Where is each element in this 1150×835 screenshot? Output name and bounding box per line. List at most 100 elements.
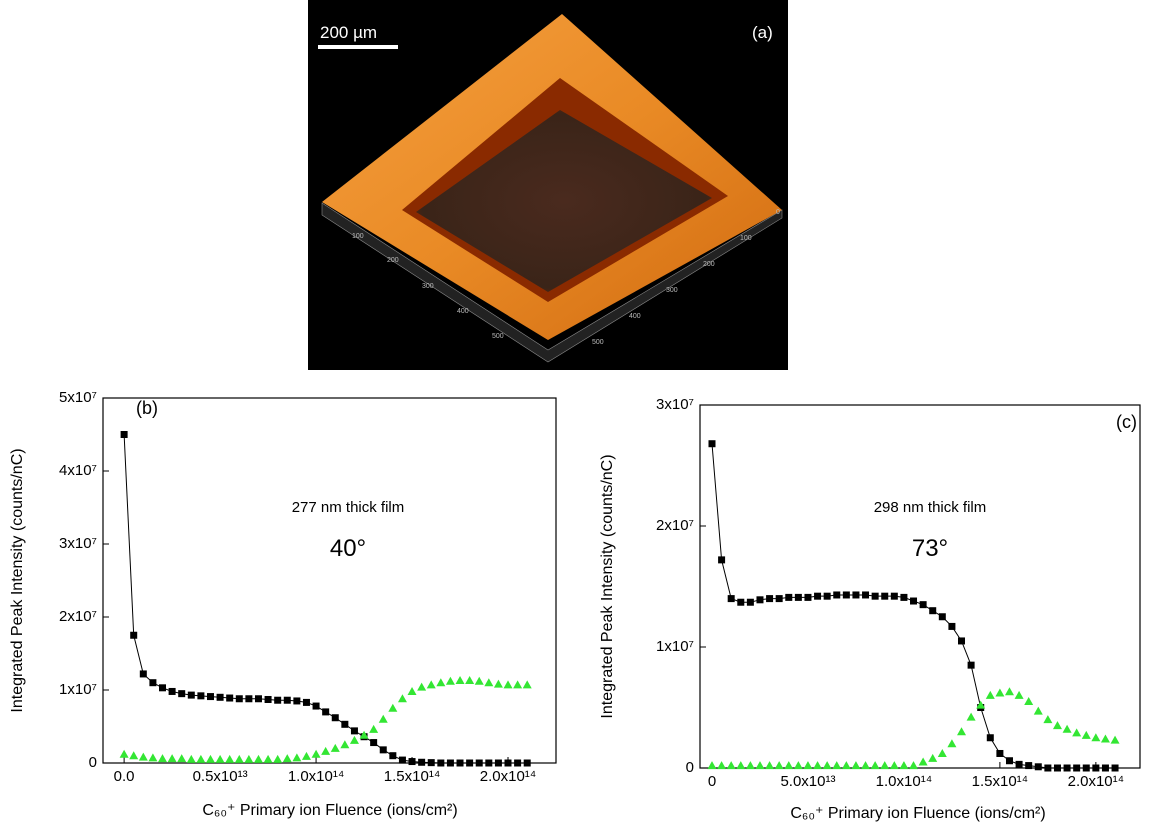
data-point <box>784 761 793 769</box>
data-point <box>1025 762 1032 769</box>
data-point <box>871 761 880 769</box>
data-point <box>804 594 811 601</box>
data-point <box>216 755 225 763</box>
data-point <box>225 755 234 763</box>
data-point <box>399 757 406 764</box>
data-point <box>206 755 215 763</box>
data-point <box>891 593 898 600</box>
data-point <box>766 595 773 602</box>
image-axis-label: 300 <box>666 287 678 294</box>
data-point <box>861 761 870 769</box>
data-point <box>920 601 927 608</box>
data-point <box>843 591 850 598</box>
data-point <box>1073 765 1080 772</box>
data-point <box>1102 765 1109 772</box>
data-point <box>824 593 831 600</box>
data-point <box>514 760 521 767</box>
data-point <box>178 690 185 697</box>
data-point <box>283 754 292 762</box>
data-point <box>1063 725 1072 733</box>
data-point <box>737 599 744 606</box>
data-point <box>495 760 502 767</box>
data-point <box>756 596 763 603</box>
data-point <box>322 708 329 715</box>
figure: 200 µm (a) 10020030040050001002003004005… <box>0 0 1150 830</box>
data-point <box>427 680 436 688</box>
data-point <box>476 760 483 767</box>
data-point <box>968 662 975 669</box>
data-point <box>485 760 492 767</box>
data-point <box>1072 728 1081 736</box>
annotation: 40° <box>330 535 366 562</box>
data-point <box>1054 765 1061 772</box>
data-point <box>785 594 792 601</box>
data-point <box>418 759 425 766</box>
x-tick-label: 2.0x10¹⁴ <box>480 768 536 785</box>
data-point <box>890 761 899 769</box>
data-point <box>255 695 262 702</box>
data-point <box>1092 765 1099 772</box>
data-point <box>303 699 310 706</box>
data-point <box>217 694 224 701</box>
image-axis-label: 100 <box>740 235 752 242</box>
image-axis-label: 300 <box>422 283 434 290</box>
data-point <box>513 680 522 688</box>
data-point <box>245 695 252 702</box>
data-point <box>428 759 435 766</box>
data-point <box>1006 757 1013 764</box>
data-point <box>862 591 869 598</box>
data-point <box>436 678 445 686</box>
image-axis-label: 500 <box>492 333 504 340</box>
data-point <box>129 751 138 759</box>
data-point <box>996 750 1003 757</box>
data-point <box>852 591 859 598</box>
data-point <box>880 761 889 769</box>
data-point <box>899 761 908 769</box>
data-point <box>340 740 349 748</box>
data-point <box>523 680 532 688</box>
data-point <box>1101 734 1110 742</box>
plot-frame <box>700 405 1140 768</box>
data-point <box>235 755 244 763</box>
data-point <box>1024 697 1033 705</box>
data-point <box>948 623 955 630</box>
data-point <box>795 594 802 601</box>
data-point <box>995 688 1004 696</box>
data-point <box>417 683 426 691</box>
data-point <box>814 593 821 600</box>
x-tick-label: 0.0 <box>114 768 135 785</box>
data-point <box>1112 765 1119 772</box>
data-point <box>465 676 474 684</box>
data-point <box>1035 763 1042 770</box>
data-point <box>398 694 407 702</box>
y-tick-label: 2x10⁷ <box>59 608 97 625</box>
data-point <box>120 750 129 758</box>
data-point <box>1111 736 1120 744</box>
image-axis-label: 400 <box>457 308 469 315</box>
x-tick-label: 0.5x10¹³ <box>193 768 248 785</box>
series-line <box>712 444 1115 768</box>
x-tick-label: 1.5x10¹⁴ <box>384 768 440 785</box>
data-point <box>274 697 281 704</box>
annotation: 298 nm thick film <box>874 499 987 516</box>
y-axis-label: Integrated Peak Intensity (counts/nC) <box>9 448 26 712</box>
data-point <box>447 760 454 767</box>
data-point <box>755 761 764 769</box>
data-point <box>121 431 128 438</box>
data-point <box>833 591 840 598</box>
annotation: 277 nm thick film <box>292 499 405 516</box>
data-point <box>369 725 378 733</box>
data-point <box>803 761 812 769</box>
data-point <box>851 761 860 769</box>
data-point <box>457 760 464 767</box>
chart: 01x10⁷2x10⁷3x10⁷05.0x10¹³1.0x10¹⁴1.5x10¹… <box>599 396 1140 822</box>
x-tick-label: 5.0x10¹³ <box>780 773 835 790</box>
data-point <box>437 760 444 767</box>
data-point <box>313 703 320 710</box>
data-point <box>466 760 473 767</box>
data-point <box>947 739 956 747</box>
annotation: 73° <box>912 535 948 562</box>
data-point <box>957 727 966 735</box>
data-point <box>494 680 503 688</box>
data-point <box>736 761 745 769</box>
